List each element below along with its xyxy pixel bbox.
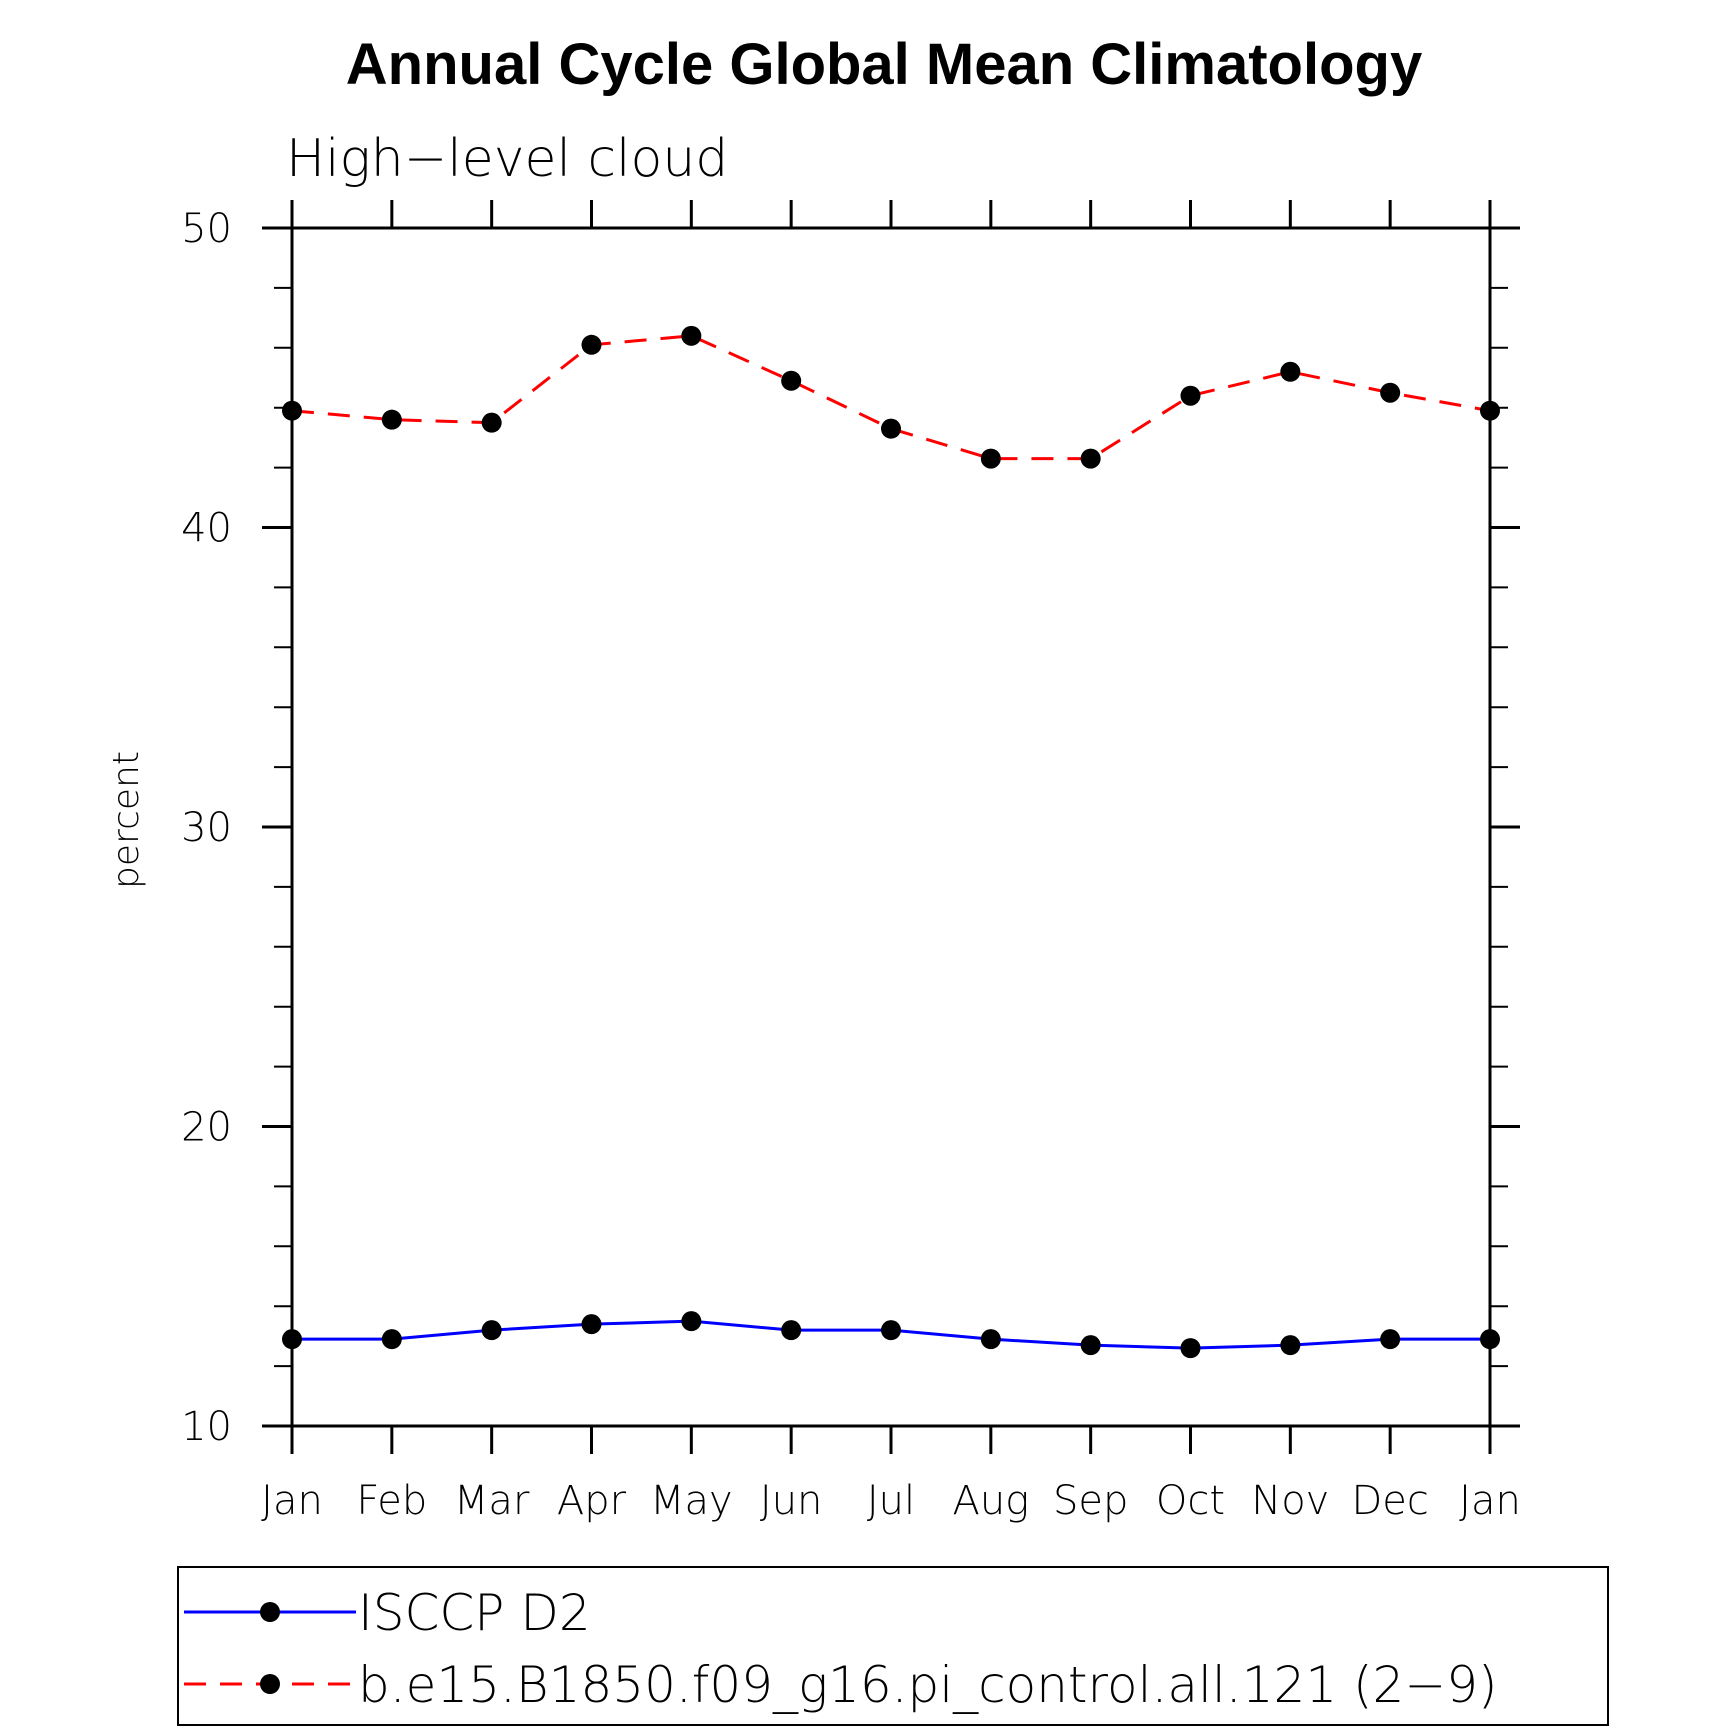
data-point [881, 418, 901, 439]
legend-label: ISCCP D2 [358, 1584, 591, 1642]
y-tick-label: 20 [181, 1105, 232, 1151]
data-point [1480, 400, 1500, 421]
y-tick-label: 30 [181, 805, 232, 851]
data-point [781, 1320, 802, 1341]
data-point [1180, 385, 1201, 406]
x-tick-label: Jun [760, 1478, 823, 1524]
x-tick-label: Aug [952, 1478, 1029, 1524]
data-point [581, 1314, 602, 1335]
series-layer [282, 325, 1500, 1359]
legend-marker [260, 1602, 280, 1622]
data-point [481, 1320, 502, 1341]
series-line [291, 334, 1491, 461]
x-tick-label: Feb [356, 1478, 427, 1524]
x-tick-label: Jan [261, 1478, 323, 1524]
data-point [381, 409, 402, 430]
x-tick-label: Oct [1156, 1478, 1225, 1524]
data-point [681, 1311, 702, 1332]
data-point [881, 1320, 901, 1341]
x-tick-label: Nov [1251, 1478, 1329, 1524]
chart-subtitle: High−level cloud [286, 129, 728, 189]
legend-label: b.e15.B1850.f09_g16.pi_control.all.121 (… [358, 1656, 1498, 1714]
y-tick-label: 10 [181, 1404, 232, 1450]
data-point [681, 325, 702, 346]
data-point [381, 1329, 402, 1350]
data-point [282, 400, 302, 421]
data-point [1180, 1338, 1201, 1359]
x-tick-label: Sep [1053, 1478, 1128, 1524]
data-point [1480, 1329, 1500, 1350]
y-tick-label: 40 [181, 506, 232, 552]
data-point [1380, 1329, 1401, 1350]
legend-marker [260, 1674, 280, 1694]
data-point [282, 1329, 302, 1350]
data-point [1080, 448, 1101, 469]
x-tick-label: Dec [1351, 1478, 1428, 1524]
data-point [781, 370, 802, 391]
plot-frame [290, 226, 1492, 1428]
legend: ISCCP D2 b.e15.B1850.f09_g16.pi_control.a… [177, 1566, 1609, 1726]
data-point [1280, 361, 1301, 382]
data-point [980, 1329, 1001, 1350]
x-tick-label: Jul [867, 1478, 915, 1524]
plot-axes: Jan Feb Mar Apr May Jun Jul Aug Sep Oct Nov Dec Jan 1… [181, 200, 1521, 1524]
data-point [1080, 1335, 1101, 1356]
chart-title: Annual Cycle Global Mean Climatology [346, 32, 1422, 97]
data-point [581, 334, 602, 355]
x-tick-label: May [650, 1478, 733, 1524]
series-1 [282, 325, 1500, 469]
x-tick-label: Apr [557, 1478, 627, 1524]
y-tick-label: 50 [181, 206, 232, 252]
y-axis-label: percent [106, 751, 147, 889]
data-point [1280, 1335, 1301, 1356]
data-point [980, 448, 1001, 469]
x-tick-label: Mar [454, 1478, 530, 1524]
legend-box [177, 1566, 1609, 1726]
series-0 [282, 1311, 1500, 1359]
x-tick-label: Jan [1459, 1478, 1521, 1524]
data-point [481, 412, 502, 433]
data-point [1380, 382, 1401, 403]
